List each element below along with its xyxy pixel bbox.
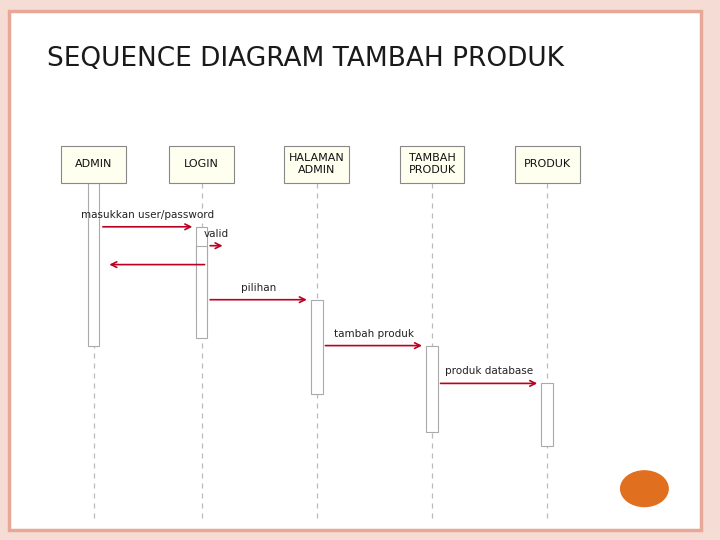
Text: ADMIN: ADMIN [75, 159, 112, 169]
Bar [169, 146, 234, 183]
Text: produk database: produk database [445, 366, 533, 376]
Circle shape [621, 471, 668, 507]
Bar [196, 246, 207, 338]
Text: pilihan: pilihan [241, 282, 276, 293]
Text: PRODUK: PRODUK [523, 159, 571, 169]
Bar [284, 146, 349, 183]
Text: LOGIN: LOGIN [184, 159, 219, 169]
Bar [196, 227, 207, 313]
Bar [426, 346, 438, 432]
Text: HALAMAN
ADMIN: HALAMAN ADMIN [289, 153, 345, 175]
Text: TAMBAH
PRODUK: TAMBAH PRODUK [408, 153, 456, 175]
Bar [88, 183, 99, 346]
Text: tambah produk: tambah produk [333, 328, 414, 339]
Text: SEQUENCE DIAGRAM TAMBAH PRODUK: SEQUENCE DIAGRAM TAMBAH PRODUK [47, 46, 564, 72]
Bar [541, 383, 553, 446]
Bar [61, 146, 126, 183]
Text: masukkan user/password: masukkan user/password [81, 210, 214, 220]
Text: valid: valid [204, 228, 229, 239]
Bar [311, 300, 323, 394]
Bar [515, 146, 580, 183]
Bar [400, 146, 464, 183]
